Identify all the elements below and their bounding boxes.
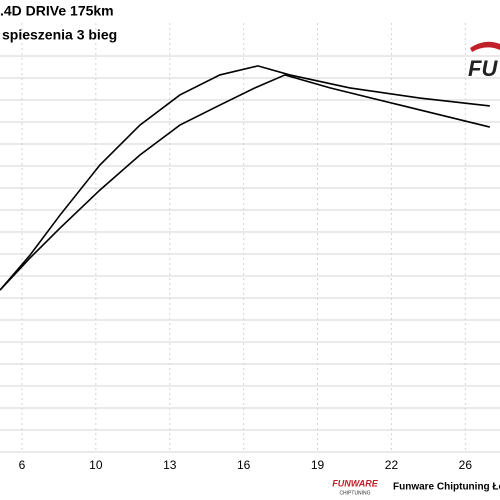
- x-tick-label: 16: [237, 458, 251, 472]
- line: [0, 65, 490, 291]
- footer-text: Funware Chiptuning Łód: [393, 482, 500, 493]
- line: [0, 74, 491, 291]
- footer-logo: FUNWARE CHIPTUNING: [332, 478, 378, 496]
- x-tick-label: 26: [459, 458, 473, 472]
- x-tick-label: 6: [19, 458, 26, 472]
- chart-subtitle: spieszenia 3 bieg: [2, 27, 117, 43]
- chart-title: .4D DRIVe 175km: [0, 3, 114, 19]
- logo-swoosh: [470, 41, 500, 52]
- x-tick-label: 19: [311, 458, 325, 472]
- logo: FU: [468, 41, 500, 81]
- footer-logo-text: FUNWARE: [332, 478, 378, 488]
- x-tick-label: 10: [89, 458, 103, 472]
- x-tick-label: 22: [385, 458, 399, 472]
- x-tick-label: 13: [163, 458, 177, 472]
- logo-text: FU: [468, 56, 498, 81]
- footer-logo-sub: CHIPTUNING: [339, 490, 370, 496]
